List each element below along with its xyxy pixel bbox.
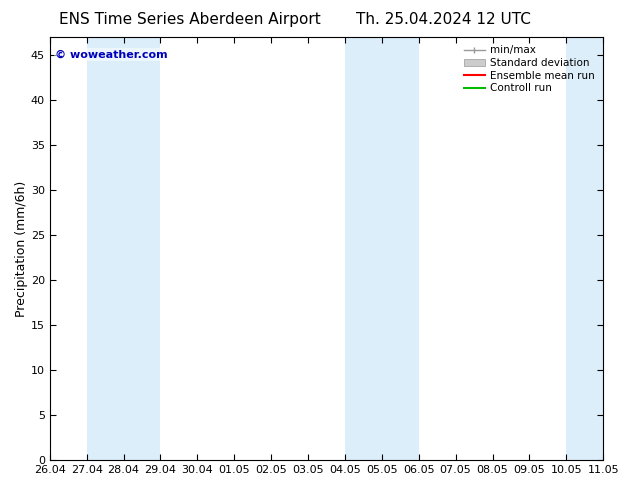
Bar [87, 37, 160, 460]
Bar [566, 37, 603, 460]
Bar [345, 37, 418, 460]
Y-axis label: Precipitation (mm/6h): Precipitation (mm/6h) [15, 180, 28, 317]
Legend: min/max, Standard deviation, Ensemble mean run, Controll run: min/max, Standard deviation, Ensemble me… [461, 42, 598, 97]
Text: Th. 25.04.2024 12 UTC: Th. 25.04.2024 12 UTC [356, 12, 531, 27]
Text: © woweather.com: © woweather.com [55, 50, 168, 60]
Text: ENS Time Series Aberdeen Airport: ENS Time Series Aberdeen Airport [60, 12, 321, 27]
